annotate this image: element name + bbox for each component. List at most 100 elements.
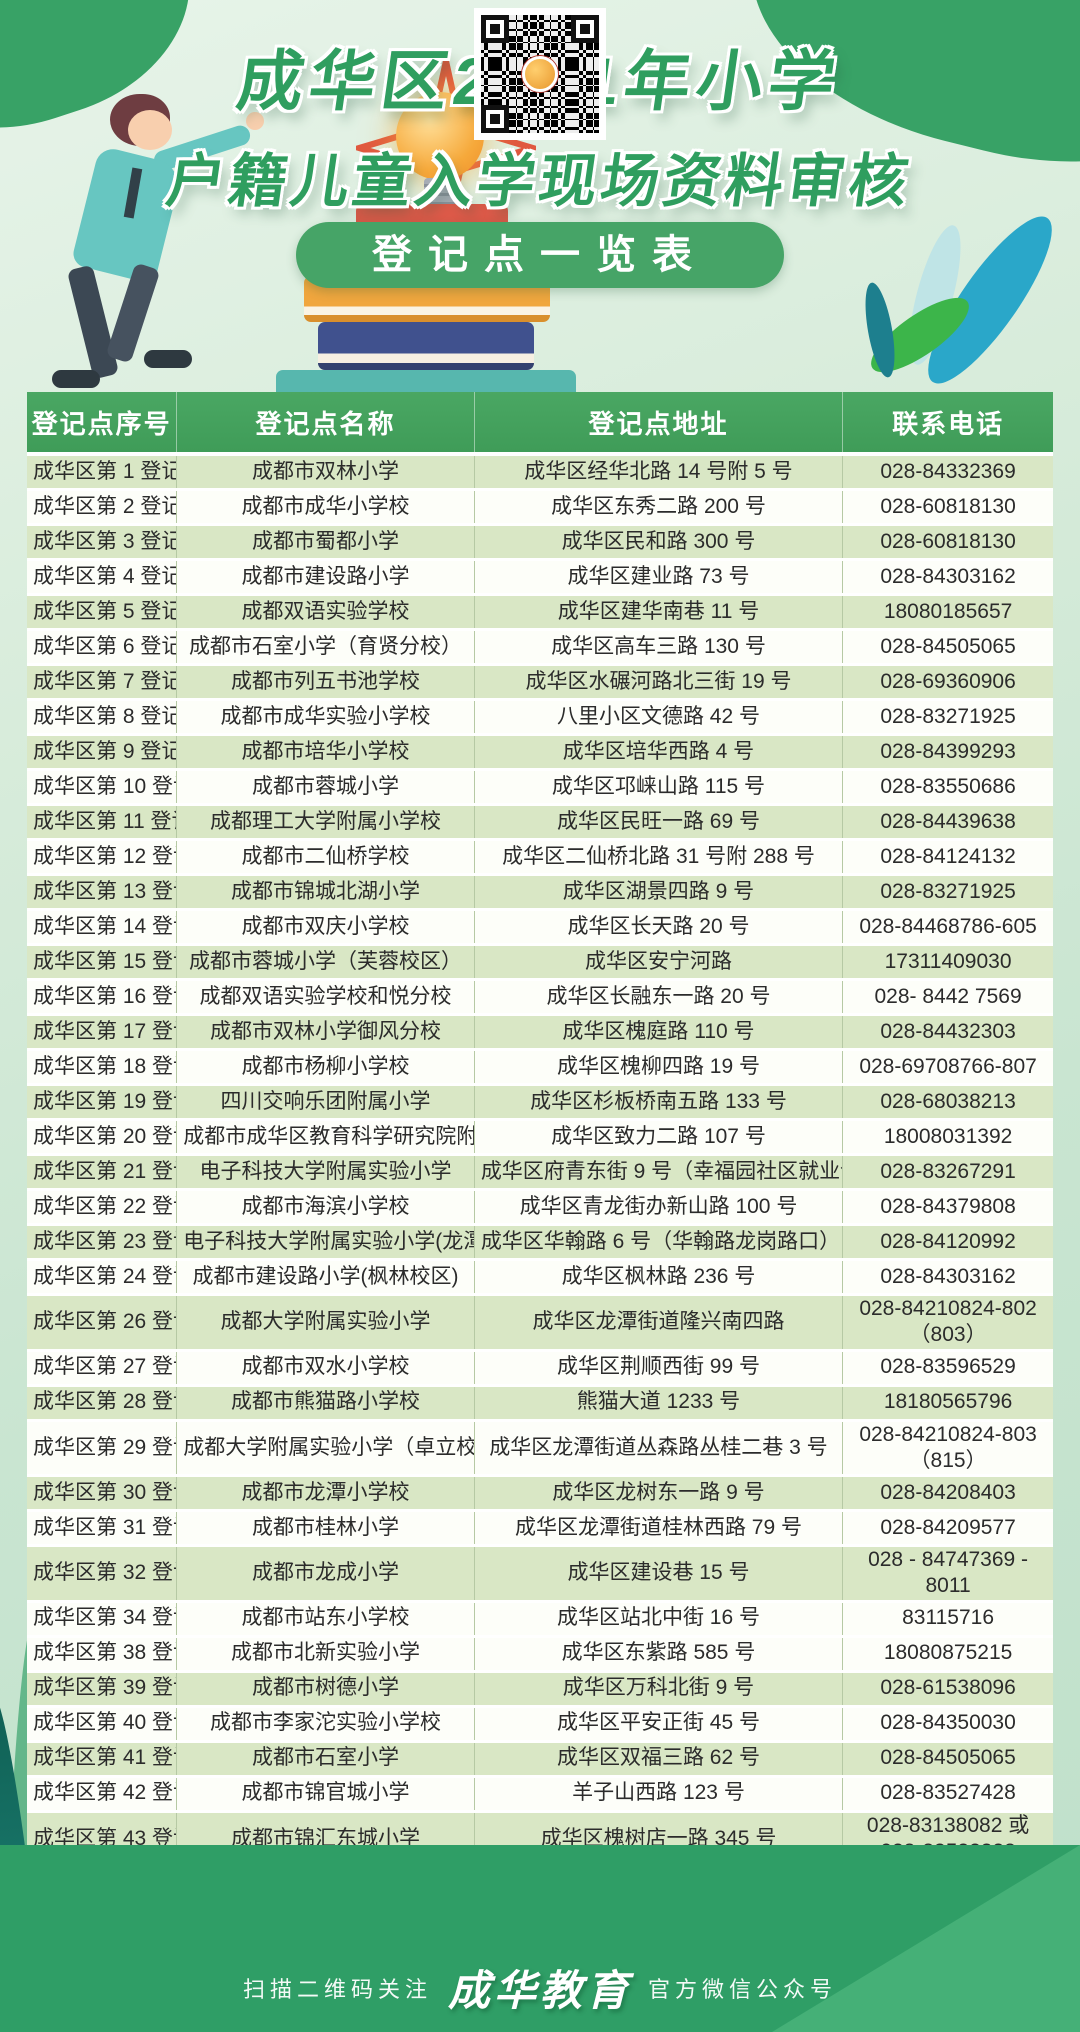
table-row: 成华区第 14 登记点 成都市双庆小学校 成华区长天路 20 号 028-844… [27,909,1053,946]
table-row: 成华区第 5 登记点 成都双语实验学校 成华区建华南巷 11 号 1808018… [27,594,1053,631]
cell-serial: 成华区第 8 登记点 [27,699,177,736]
cell-address: 成华区龙树东一路 9 号 [473,1475,843,1512]
cell-serial: 成华区第 27 登记点 [27,1350,177,1387]
table-row: 成华区第 19 登记点 四川交响乐团附属小学 成华区杉板桥南五路 133 号 0… [27,1084,1053,1121]
cell-serial: 成华区第 10 登记点 [27,769,177,806]
cell-serial: 成华区第 34 登记点 [27,1601,177,1638]
cell-name: 成都市龙潭小学校 [176,1475,475,1512]
cell-phone: 028-84505065 [842,629,1053,666]
poster-title-line2: 户籍儿童入学现场资料审核 [162,149,916,214]
cell-address: 成华区青龙街办新山路 100 号 [473,1189,843,1226]
column-header-phone: 联系电话 [842,392,1053,456]
brand-name: 成华教育 [447,1967,632,2014]
table-row: 成华区第 24 登记点 成都市建设路小学(枫林校区) 成华区枫林路 236 号 … [27,1259,1053,1296]
cell-address: 成华区东紫路 585 号 [473,1636,843,1673]
column-header-address: 登记点地址 [473,392,843,456]
leaves-decoration-right [865,216,1052,384]
cell-phone: 028-84379808 [842,1189,1053,1226]
cell-phone: 17311409030 [842,944,1053,981]
cell-name: 成都市双林小学御风分校 [176,1014,475,1051]
column-header-name: 登记点名称 [176,392,475,456]
table-row: 成华区第 3 登记点 成都市蜀都小学 成华区民和路 300 号 028-6081… [27,524,1053,561]
cell-name: 成都理工大学附属小学校 [176,804,475,841]
qr-pattern [481,15,599,133]
cell-serial: 成华区第 18 登记点 [27,1049,177,1086]
cell-address: 成华区建设巷 15 号 [473,1545,843,1603]
cell-serial: 成华区第 40 登记点 [27,1706,177,1743]
cell-phone: 028-60818130 [842,489,1053,526]
cell-name: 成都大学附属实验小学（卓立校区） [176,1420,475,1477]
table-row: 成华区第 28 登记点 成都市熊猫路小学校 熊猫大道 1233 号 181805… [27,1385,1053,1422]
cell-phone: 028-84439638 [842,804,1053,841]
cell-address: 成华区华翰路 6 号（华翰路龙岗路口） [473,1224,843,1261]
cell-serial: 成华区第 28 登记点 [27,1385,177,1422]
cell-address: 成华区龙潭街道桂林西路 79 号 [473,1510,843,1547]
cell-phone: 028-84399293 [842,734,1053,771]
qr-finder-bottom-left [481,105,509,133]
cell-address: 成华区站北中街 16 号 [473,1601,843,1638]
cell-name: 成都市李家沱实验小学校 [176,1706,475,1743]
cell-serial: 成华区第 15 登记点 [27,944,177,981]
cell-serial: 成华区第 26 登记点 [27,1294,177,1352]
cell-address: 成华区枫林路 236 号 [473,1259,843,1296]
cell-address: 成华区平安正街 45 号 [473,1706,843,1743]
cell-serial: 成华区第 31 登记点 [27,1510,177,1547]
qr-code [474,8,606,140]
cell-serial: 成华区第 17 登记点 [27,1014,177,1051]
cell-phone: 028-83527428 [842,1776,1053,1813]
table-row: 成华区第 9 登记点 成都市培华小学校 成华区培华西路 4 号 028-8439… [27,734,1053,771]
cell-name: 成都市站东小学校 [176,1601,475,1638]
cell-serial: 成华区第 11 登记点 [27,804,177,841]
table-row: 成华区第 18 登记点 成都市杨柳小学校 成华区槐柳四路 19 号 028-69… [27,1049,1053,1086]
cell-address: 成华区民旺一路 69 号 [473,804,843,841]
table-row: 成华区第 4 登记点 成都市建设路小学 成华区建业路 73 号 028-8430… [27,559,1053,596]
cell-serial: 成华区第 24 登记点 [27,1259,177,1296]
cell-name: 成都市北新实验小学 [176,1636,475,1673]
cell-address: 成华区万科北街 9 号 [473,1671,843,1708]
cell-phone: 18080185657 [842,594,1053,631]
footer-caption: 扫描二维码关注 成华教育 官方微信公众号 [0,1957,1080,2018]
cell-name: 成都市石室小学 [176,1741,475,1778]
cell-name: 成都市海滨小学校 [176,1189,475,1226]
cell-serial: 成华区第 30 登记点 [27,1475,177,1512]
cell-serial: 成华区第 14 登记点 [27,909,177,946]
table-row: 成华区第 7 登记点 成都市列五书池学校 成华区水碾河路北三街 19 号 028… [27,664,1053,701]
cell-name: 成都双语实验学校和悦分校 [176,979,475,1016]
cell-serial: 成华区第 6 登记点 [27,629,177,666]
cell-phone: 028-68038213 [842,1084,1053,1121]
cell-name: 四川交响乐团附属小学 [176,1084,475,1121]
table-row: 成华区第 34 登记点 成都市站东小学校 成华区站北中街 16 号 831157… [27,1601,1053,1638]
cell-name: 成都市双庆小学校 [176,909,475,946]
cell-phone: 028-84208403 [842,1475,1053,1512]
qr-finder-top-left [481,15,509,43]
cell-name: 成都市蜀都小学 [176,524,475,561]
person-illustration [24,94,264,414]
cell-serial: 成华区第 19 登记点 [27,1084,177,1121]
cell-serial: 成华区第 42 登记点 [27,1776,177,1813]
cell-address: 成华区槐柳四路 19 号 [473,1049,843,1086]
cell-address: 成华区培华西路 4 号 [473,734,843,771]
cell-serial: 成华区第 29 登记点 [27,1420,177,1477]
cell-serial: 成华区第 39 登记点 [27,1671,177,1708]
scan-hint-text: 扫描二维码关注 [242,1976,432,2002]
cell-phone: 028-60818130 [842,524,1053,561]
cell-phone: 028-83271925 [842,699,1053,736]
cell-serial: 成华区第 21 登记点 [27,1154,177,1191]
table-row: 成华区第 6 登记点 成都市石室小学（育贤分校） 成华区高车三路 130 号 0… [27,629,1053,666]
cell-serial: 成华区第 4 登记点 [27,559,177,596]
cell-name: 成都大学附属实验小学 [176,1294,475,1352]
cell-name: 成都市成华实验小学校 [176,699,475,736]
cell-address: 成华区邛崃山路 115 号 [473,769,843,806]
cell-name: 成都市建设路小学(枫林校区) [176,1259,475,1296]
cell-address: 成华区民和路 300 号 [473,524,843,561]
cell-phone: 028-83596529 [842,1350,1053,1387]
cell-address: 成华区安宁河路 [473,944,843,981]
table-row: 成华区第 42 登记点 成都市锦官城小学 羊子山西路 123 号 028-835… [27,1776,1053,1813]
cell-address: 成华区致力二路 107 号 [473,1119,843,1156]
book-blue [318,322,534,370]
cell-serial: 成华区第 12 登记点 [27,839,177,876]
cell-serial: 成华区第 41 登记点 [27,1741,177,1778]
table-row: 成华区第 30 登记点 成都市龙潭小学校 成华区龙树东一路 9 号 028-84… [27,1475,1053,1512]
cell-address: 成华区杉板桥南五路 133 号 [473,1084,843,1121]
table-row: 成华区第 11 登记点 成都理工大学附属小学校 成华区民旺一路 69 号 028… [27,804,1053,841]
